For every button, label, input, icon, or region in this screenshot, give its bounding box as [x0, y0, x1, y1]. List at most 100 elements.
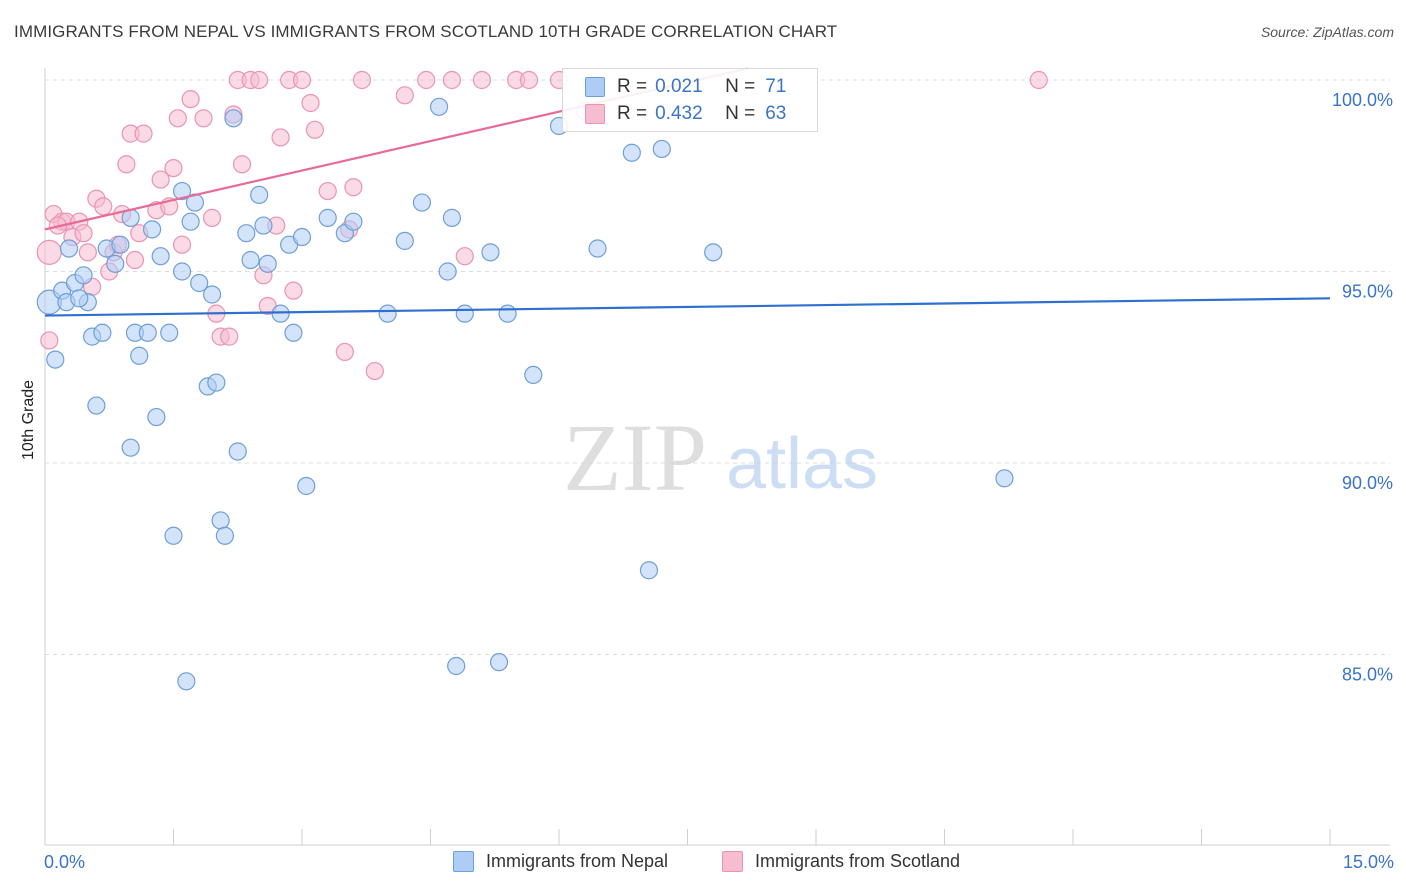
- scotland-point: [202, 208, 222, 227]
- scotland-point: [365, 361, 384, 381]
- nepal-point: [130, 346, 149, 365]
- scotland-point: [352, 70, 372, 90]
- nepal-point: [258, 254, 277, 273]
- axes: [44, 68, 1390, 846]
- nepal-point: [995, 469, 1014, 488]
- scotland-point: [78, 243, 97, 262]
- nepal-swatch: [585, 77, 605, 97]
- scotland-point: [172, 235, 192, 254]
- nepal-point: [395, 231, 414, 250]
- nepal-point: [481, 243, 500, 262]
- series-nepal-points: [36, 97, 1014, 691]
- scotland-point: [125, 250, 145, 270]
- stats-legend: R = 0.021 N = 71 R = 0.432 N = 63: [562, 68, 818, 132]
- nepal-point: [164, 526, 183, 545]
- scotland-n-label: N =: [725, 103, 756, 124]
- nepal-point: [498, 304, 517, 323]
- nepal-n-label: N =: [725, 76, 756, 97]
- scotland-point: [117, 155, 136, 174]
- scotland-point: [519, 70, 539, 90]
- nepal-point: [46, 350, 65, 369]
- nepal-r-label: R =: [617, 76, 648, 97]
- source-label: Source: ZipAtlas.com: [1260, 24, 1394, 40]
- nepal-point: [121, 438, 140, 457]
- nepal-point: [442, 208, 462, 227]
- scotland-n-value: 63: [765, 103, 787, 124]
- nepal-r-value: 0.021: [655, 76, 703, 97]
- bottom-nepal-label: Immigrants from Nepal: [486, 851, 669, 871]
- nepal-point: [447, 656, 466, 676]
- bottom-scotland-swatch: [722, 851, 743, 872]
- nepal-trend-line: [44, 297, 1331, 317]
- y-tick-label: 95.0%: [1342, 282, 1393, 302]
- scotland-point: [335, 342, 354, 362]
- nepal-point: [228, 442, 247, 461]
- scotland-point: [284, 281, 303, 300]
- nepal-point: [588, 239, 607, 258]
- nepal-point: [151, 247, 170, 266]
- nepal-point: [524, 365, 543, 385]
- nepal-point: [147, 407, 166, 427]
- nepal-point: [202, 285, 222, 304]
- scotland-point: [181, 90, 200, 109]
- bottom-scotland-label: Immigrants from Scotland: [755, 851, 961, 871]
- scotland-point: [1029, 70, 1048, 90]
- nepal-point: [254, 216, 273, 235]
- scotland-point: [151, 170, 170, 189]
- scotland-point: [395, 86, 414, 105]
- nepal-point: [181, 212, 200, 231]
- scotland-point: [271, 128, 290, 147]
- nepal-point: [172, 181, 192, 201]
- nepal-point: [215, 526, 234, 545]
- nepal-point: [250, 185, 269, 204]
- watermark-zip: ZIP: [563, 404, 707, 511]
- nepal-point: [87, 396, 106, 415]
- scotland-point: [250, 70, 269, 90]
- nepal-point: [224, 109, 243, 128]
- scotland-point: [344, 178, 363, 197]
- scotland-r-label: R =: [617, 103, 648, 124]
- y-tick-labels: 85.0% 90.0% 95.0% 100.0%: [1332, 90, 1393, 685]
- nepal-point: [489, 653, 509, 672]
- y-tick-label: 85.0%: [1342, 665, 1393, 685]
- nepal-point: [241, 250, 260, 270]
- nepal-point: [138, 323, 157, 342]
- nepal-point: [74, 266, 93, 285]
- bottom-legend-scotland: Immigrants from Scotland: [722, 851, 960, 872]
- bottom-legend-nepal: Immigrants from Nepal: [453, 851, 668, 872]
- scotland-r-value: 0.432: [655, 103, 703, 124]
- nepal-point: [429, 97, 449, 116]
- scotland-point: [442, 70, 462, 90]
- nepal-point: [70, 289, 89, 308]
- nepal-point: [297, 476, 316, 496]
- y-tick-label: 100.0%: [1332, 90, 1393, 110]
- nepal-point: [106, 254, 125, 273]
- scotland-point: [168, 109, 187, 128]
- nepal-point: [271, 304, 290, 323]
- nepal-point: [344, 212, 363, 231]
- bottom-nepal-swatch: [453, 851, 474, 872]
- legend-row-nepal: R = 0.021 N = 71: [585, 75, 786, 99]
- scotland-point: [40, 331, 59, 350]
- scotland-point: [94, 197, 113, 216]
- nepal-point: [172, 262, 192, 281]
- nepal-point: [93, 323, 112, 342]
- nepal-point: [160, 323, 179, 342]
- nepal-point: [622, 143, 641, 162]
- chart-title: IMMIGRANTS FROM NEPAL VS IMMIGRANTS FROM…: [14, 22, 838, 41]
- scotland-point: [36, 239, 62, 265]
- nepal-point: [237, 224, 256, 243]
- x-tick-label-max: 15.0%: [1342, 852, 1394, 872]
- nepal-point: [211, 511, 230, 530]
- scotland-point: [220, 327, 239, 346]
- nepal-point: [284, 323, 303, 342]
- nepal-point: [318, 208, 337, 227]
- nepal-n-value: 71: [765, 76, 787, 97]
- scotland-point: [318, 181, 337, 201]
- nepal-point: [412, 193, 432, 212]
- scotland-point: [305, 120, 324, 139]
- nepal-point: [639, 561, 659, 580]
- nepal-point: [190, 273, 209, 293]
- nepal-point: [111, 235, 130, 254]
